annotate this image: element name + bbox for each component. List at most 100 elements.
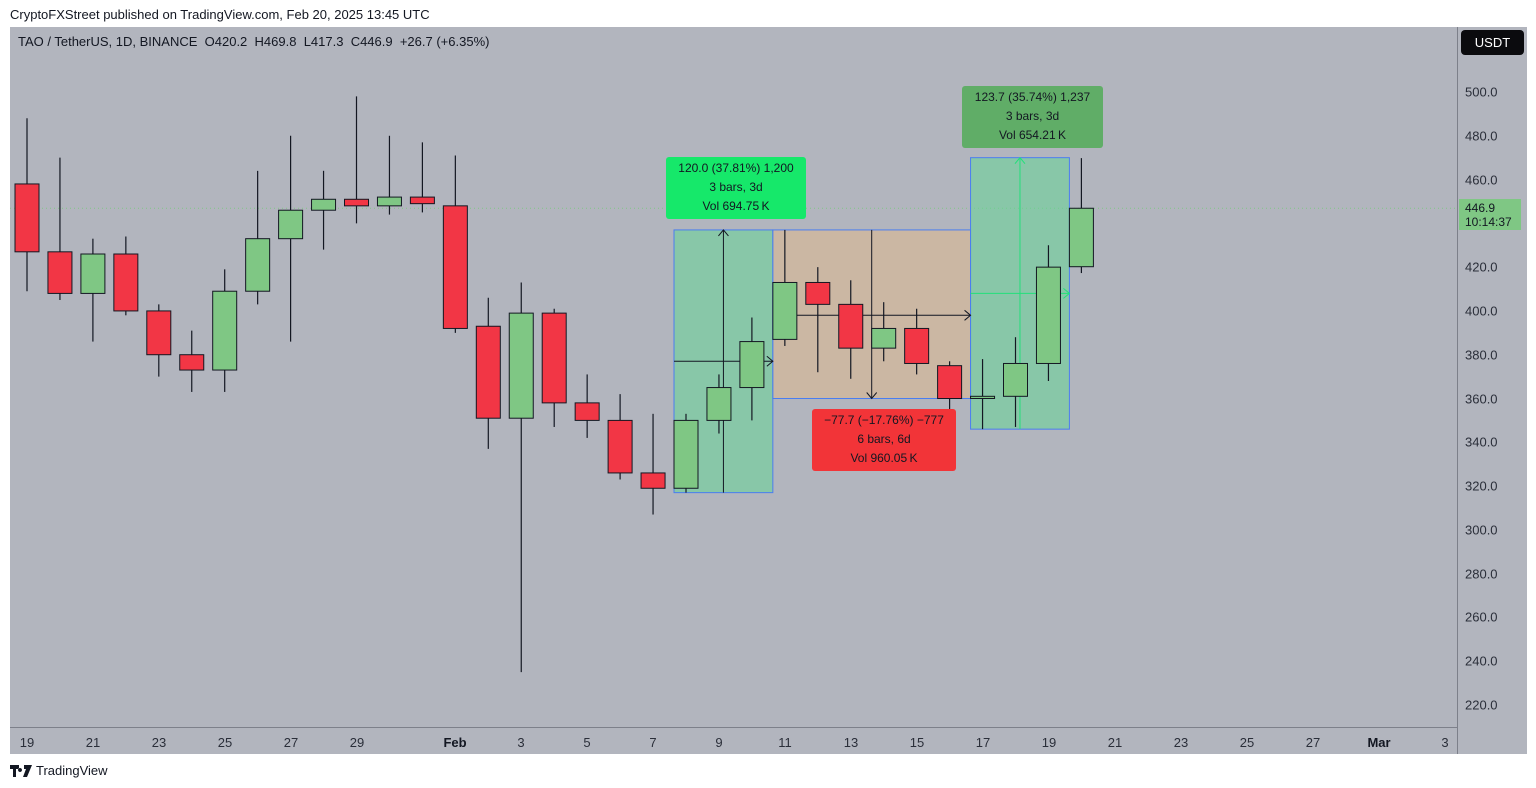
candle-down (409, 196, 435, 205)
measure-change: 123.7 (35.74%) 1,237 (974, 90, 1091, 104)
date-tick-label: 27 (1305, 735, 1321, 750)
ohlc-change: +26.7 (+6.35%) (399, 34, 490, 49)
candle-down (904, 327, 930, 364)
measurement-label-3: 123.7 (35.74%) 1,237 3 bars, 3d Vol 654.… (962, 86, 1103, 148)
price-tick-label: 260.0 (1465, 609, 1498, 625)
candle-down (442, 205, 468, 329)
date-tick-label: 19 (19, 735, 35, 750)
measure-volume: Vol 960.05 K (850, 451, 918, 465)
candle-up (212, 290, 238, 371)
brand-name: TradingView (36, 763, 108, 778)
candle-up (311, 198, 337, 211)
candle-up (970, 395, 996, 400)
ohlc-low: L417.3 (303, 34, 344, 49)
date-tick-label: 11 (778, 735, 792, 750)
candle-up (673, 419, 699, 489)
candle-up (508, 312, 534, 419)
date-tick-label: 23 (151, 735, 167, 750)
measure-volume: Vol 694.75 K (702, 199, 770, 213)
last-price-label: 446.9 10:14:37 (1459, 199, 1521, 230)
price-tick-label: 420.0 (1465, 259, 1498, 275)
ohlc-close: C446.9 (350, 34, 393, 49)
price-tick-label: 240.0 (1465, 653, 1498, 669)
date-tick-label: 19 (1041, 735, 1057, 750)
candle-down (14, 183, 40, 253)
date-tick-label: 25 (217, 735, 233, 750)
price-axis-divider (1457, 27, 1458, 754)
candle-down (344, 198, 369, 207)
candle-up (1003, 362, 1028, 397)
measure-volume: Vol 654.21 K (998, 128, 1067, 142)
range-1-horizontal-arrow-head (766, 355, 774, 367)
date-tick-label: 3 (1441, 735, 1449, 750)
date-tick-label: 7 (649, 735, 657, 750)
price-tick-label: 380.0 (1465, 347, 1498, 363)
date-tick-label: 17 (975, 735, 991, 750)
date-tick-label: 13 (843, 735, 859, 750)
measure-bars: 6 bars, 6d (857, 432, 911, 446)
candle-down (146, 310, 172, 356)
range-3-horizontal-arrow-head (1063, 288, 1071, 299)
candle-up (871, 327, 897, 349)
last-price-value: 446.9 (1465, 201, 1496, 215)
candle-down (640, 472, 666, 489)
price-tick-label: 320.0 (1465, 478, 1498, 494)
candle-up (739, 341, 765, 389)
date-tick-label: 9 (715, 735, 723, 750)
price-tick-label: 460.0 (1465, 172, 1498, 188)
currency-badge[interactable]: USDT (1461, 30, 1524, 55)
candle-up (376, 196, 402, 207)
range-2-horizontal-arrow-head (964, 309, 972, 321)
candle-up (772, 281, 798, 340)
date-tick-label: 15 (909, 735, 925, 750)
candle-up (1035, 266, 1061, 364)
price-tick-label: 340.0 (1465, 434, 1498, 450)
date-tick-label: 25 (1239, 735, 1255, 750)
range-1-vertical-arrow-head (718, 229, 729, 237)
date-tick-label: Feb (443, 735, 467, 750)
price-tick-label: 220.0 (1465, 697, 1498, 713)
tradingview-logo[interactable]: TradingView (10, 763, 108, 778)
time-axis-divider (10, 727, 1458, 728)
date-tick-label: 3 (517, 735, 525, 750)
candle-down (47, 251, 73, 294)
tradingview-logo-icon (10, 764, 32, 777)
candle-down (475, 325, 501, 419)
price-tick-label: 280.0 (1465, 566, 1498, 582)
price-tick-label: 480.0 (1465, 128, 1498, 144)
price-tick-label: 400.0 (1465, 303, 1498, 319)
measure-change: −77.7 (−17.76%) −777 (824, 413, 944, 427)
published-line: CryptoFXStreet published on TradingView.… (10, 7, 430, 22)
date-tick-label: 21 (85, 735, 101, 750)
candle-down (805, 281, 831, 305)
measurement-label-2: −77.7 (−17.76%) −777 6 bars, 6d Vol 960.… (812, 409, 956, 471)
candle-down (113, 253, 139, 312)
candlestick-plot[interactable] (10, 27, 1458, 727)
date-tick-label: 27 (283, 735, 299, 750)
date-tick-label: Mar (1367, 735, 1391, 750)
price-tick-label: 300.0 (1465, 522, 1498, 538)
measurement-label-1: 120.0 (37.81%) 1,200 3 bars, 3d Vol 694.… (666, 157, 806, 219)
range-3-vertical-arrow-head (1014, 156, 1026, 164)
date-tick-label: 5 (583, 735, 591, 750)
candle-down (607, 419, 633, 474)
ohlc-open: O420.2 (204, 34, 248, 49)
symbol-legend: TAO / TetherUS, 1D, BINANCE O420.2 H469.… (18, 34, 489, 49)
date-tick-label: 21 (1107, 735, 1123, 750)
candle-down (541, 312, 567, 404)
candle-up (278, 209, 304, 240)
candle-up (706, 387, 732, 421)
price-tick-label: 360.0 (1465, 391, 1498, 406)
range-2-vertical-arrow-head (866, 392, 878, 400)
candle-down (838, 303, 864, 349)
price-tick-label: 500.0 (1465, 84, 1498, 100)
bar-countdown: 10:14:37 (1465, 215, 1512, 229)
chart-area[interactable]: TAO / TetherUS, 1D, BINANCE O420.2 H469.… (10, 27, 1527, 754)
measure-bars: 3 bars, 3d (1005, 109, 1060, 123)
ohlc-high: H469.8 (254, 34, 297, 49)
candle-up (245, 238, 271, 292)
candle-down (937, 365, 963, 400)
candle-up (1068, 207, 1094, 268)
candle-down (574, 402, 600, 421)
date-tick-label: 29 (349, 735, 365, 750)
